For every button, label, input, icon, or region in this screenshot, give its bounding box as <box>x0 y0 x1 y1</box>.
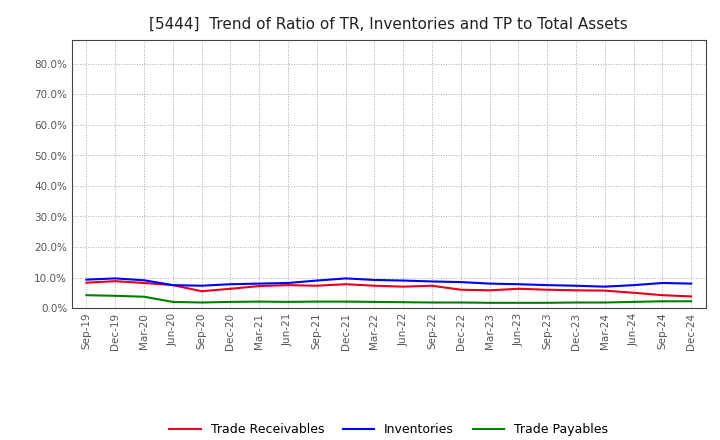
Trade Payables <box>82 293 91 298</box>
Inventories <box>284 280 292 286</box>
Trade Payables <box>399 300 408 305</box>
Trade Receivables <box>140 280 148 286</box>
Title: [5444]  Trend of Ratio of TR, Inventories and TP to Total Assets: [5444] Trend of Ratio of TR, Inventories… <box>150 16 628 32</box>
Trade Payables <box>312 299 321 304</box>
Trade Receivables <box>168 282 177 288</box>
Trade Receivables <box>226 286 235 291</box>
Trade Receivables <box>399 284 408 289</box>
Trade Payables <box>284 299 292 304</box>
Trade Receivables <box>197 289 206 294</box>
Trade Receivables <box>82 280 91 285</box>
Line: Trade Payables: Trade Payables <box>86 295 691 303</box>
Trade Payables <box>629 299 638 304</box>
Inventories <box>226 282 235 287</box>
Trade Payables <box>255 299 264 304</box>
Inventories <box>197 283 206 288</box>
Trade Payables <box>658 299 667 304</box>
Inventories <box>255 281 264 286</box>
Trade Receivables <box>485 288 494 293</box>
Trade Receivables <box>514 286 523 291</box>
Inventories <box>428 279 436 284</box>
Trade Receivables <box>543 287 552 292</box>
Line: Inventories: Inventories <box>86 279 691 286</box>
Trade Payables <box>140 294 148 299</box>
Inventories <box>543 282 552 288</box>
Trade Payables <box>485 300 494 305</box>
Trade Receivables <box>658 293 667 298</box>
Inventories <box>687 281 696 286</box>
Inventories <box>629 282 638 288</box>
Trade Receivables <box>572 288 580 293</box>
Trade Payables <box>197 300 206 305</box>
Inventories <box>312 278 321 283</box>
Trade Receivables <box>284 282 292 288</box>
Inventories <box>341 276 350 281</box>
Trade Payables <box>572 300 580 305</box>
Trade Receivables <box>312 283 321 288</box>
Trade Receivables <box>341 282 350 287</box>
Inventories <box>370 277 379 282</box>
Trade Receivables <box>687 294 696 299</box>
Inventories <box>168 282 177 288</box>
Trade Receivables <box>370 283 379 288</box>
Inventories <box>572 283 580 288</box>
Trade Receivables <box>629 290 638 295</box>
Inventories <box>600 284 609 289</box>
Inventories <box>456 279 465 285</box>
Trade Payables <box>111 293 120 298</box>
Inventories <box>140 278 148 283</box>
Inventories <box>82 277 91 282</box>
Trade Payables <box>543 300 552 305</box>
Inventories <box>658 280 667 286</box>
Inventories <box>111 276 120 281</box>
Trade Receivables <box>428 283 436 288</box>
Trade Payables <box>428 300 436 305</box>
Trade Payables <box>456 300 465 305</box>
Legend: Trade Receivables, Inventories, Trade Payables: Trade Receivables, Inventories, Trade Pa… <box>164 418 613 440</box>
Inventories <box>485 281 494 286</box>
Trade Payables <box>514 300 523 305</box>
Trade Receivables <box>600 288 609 293</box>
Trade Payables <box>226 299 235 304</box>
Line: Trade Receivables: Trade Receivables <box>86 281 691 297</box>
Trade Payables <box>341 299 350 304</box>
Inventories <box>399 278 408 283</box>
Trade Receivables <box>456 287 465 292</box>
Trade Receivables <box>255 283 264 289</box>
Trade Payables <box>600 300 609 305</box>
Trade Payables <box>687 299 696 304</box>
Trade Payables <box>168 299 177 304</box>
Inventories <box>514 282 523 287</box>
Trade Payables <box>370 299 379 304</box>
Trade Receivables <box>111 279 120 284</box>
